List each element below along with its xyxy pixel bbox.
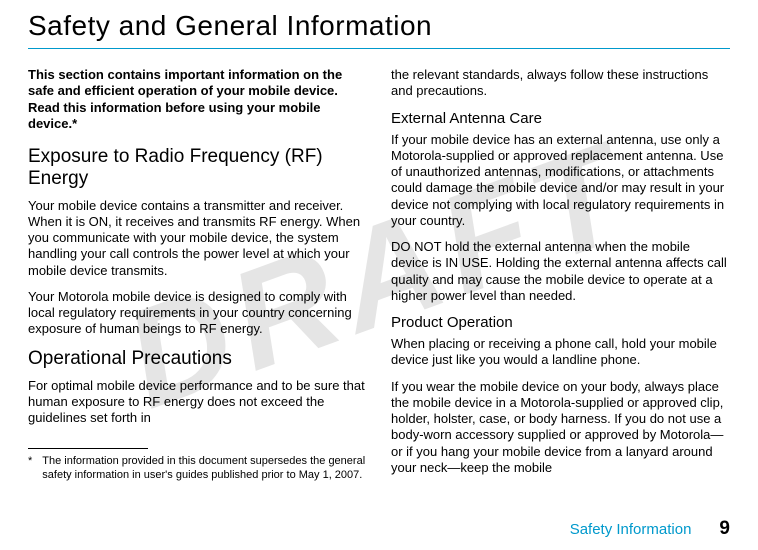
heading-operational: Operational Precautions xyxy=(28,348,367,370)
body-text: When placing or receiving a phone call, … xyxy=(391,336,730,369)
page-footer: Safety Information 9 xyxy=(570,518,730,540)
page-content: Safety and General Information This sect… xyxy=(0,0,758,486)
footnote-rule xyxy=(28,448,148,449)
heading-antenna: External Antenna Care xyxy=(391,110,730,128)
left-column: This section contains important informat… xyxy=(28,67,367,486)
page-title: Safety and General Information xyxy=(28,10,730,42)
page-number: 9 xyxy=(719,518,730,540)
body-text: If your mobile device has an external an… xyxy=(391,132,730,230)
body-text: Your Motorola mobile device is designed … xyxy=(28,289,367,338)
body-text: For optimal mobile device performance an… xyxy=(28,378,367,427)
heading-rf-energy: Exposure to Radio Frequency (RF) Energy xyxy=(28,146,367,190)
columns: This section contains important informat… xyxy=(28,67,730,486)
body-text: the relevant standards, always follow th… xyxy=(391,67,730,100)
body-text: DO NOT hold the external antenna when th… xyxy=(391,239,730,304)
body-text: Your mobile device contains a transmitte… xyxy=(28,198,367,279)
heading-product-op: Product Operation xyxy=(391,314,730,332)
footer-section-label: Safety Information xyxy=(570,521,692,538)
right-column: the relevant standards, always follow th… xyxy=(391,67,730,486)
footnote-text: The information provided in this documen… xyxy=(42,455,367,483)
body-text: If you wear the mobile device on your bo… xyxy=(391,379,730,477)
title-rule xyxy=(28,48,730,49)
footnote: * The information provided in this docum… xyxy=(28,455,367,483)
footnote-marker: * xyxy=(28,455,32,483)
intro-paragraph: This section contains important informat… xyxy=(28,67,367,132)
